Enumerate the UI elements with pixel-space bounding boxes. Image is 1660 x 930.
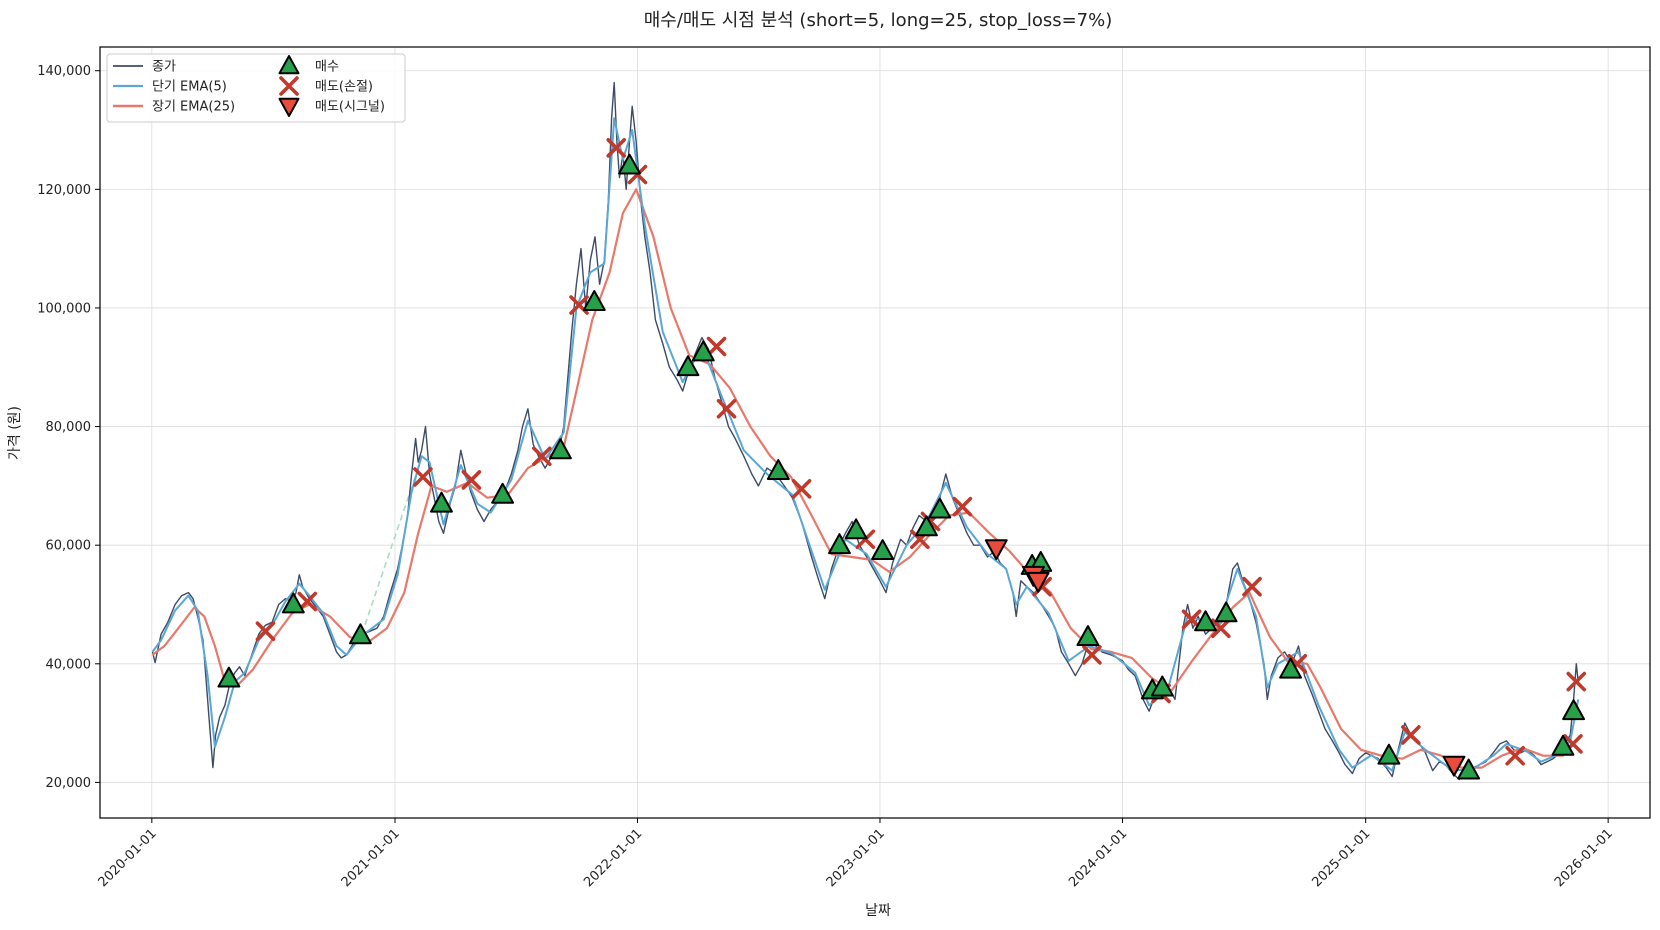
buy-marker bbox=[766, 459, 790, 480]
sell-signal-marker bbox=[1442, 755, 1466, 777]
y-tick-label: 20,000 bbox=[46, 776, 92, 791]
legend-label: 매수 bbox=[315, 60, 339, 75]
buy-marker bbox=[1076, 625, 1100, 647]
series-lines bbox=[151, 81, 1580, 781]
y-tick-label: 100,000 bbox=[37, 301, 91, 316]
sell-stoploss-marker bbox=[706, 336, 727, 357]
plot-frame bbox=[99, 46, 1651, 819]
legend-buy-icon bbox=[278, 55, 300, 75]
legend-label: 장기 EMA(25) bbox=[152, 100, 235, 115]
sell-stoploss-marker bbox=[1181, 609, 1202, 630]
y-tick-label: 80,000 bbox=[46, 420, 92, 435]
buy-marker bbox=[348, 623, 372, 645]
sell-signal-marker bbox=[1026, 571, 1050, 593]
sell-stoploss-marker bbox=[532, 446, 552, 467]
y-tick-label: 40,000 bbox=[46, 657, 92, 672]
buy-marker bbox=[430, 491, 453, 513]
close-price-line bbox=[151, 81, 1579, 781]
sell-stoploss-marker bbox=[1566, 671, 1587, 692]
legend-label: 매도(손절) bbox=[315, 80, 373, 95]
buy-marker bbox=[676, 355, 700, 377]
legend-label: 종가 bbox=[152, 60, 176, 75]
sell-stoploss-marker bbox=[1211, 618, 1231, 639]
sell-stoploss-marker bbox=[791, 479, 812, 499]
buy-marker bbox=[1562, 699, 1586, 721]
sell-stoploss-marker bbox=[606, 138, 627, 158]
buy-marker bbox=[217, 666, 241, 688]
buy-marker bbox=[844, 518, 868, 540]
sell-stoploss-marker bbox=[255, 621, 276, 641]
buy-marker bbox=[1214, 601, 1238, 623]
buy-marker bbox=[548, 438, 572, 460]
buy-marker bbox=[828, 533, 851, 555]
sell-stoploss-marker bbox=[461, 470, 482, 490]
sell-stoploss-marker bbox=[413, 467, 433, 487]
y-axis: 20,000 40,000 60,000 80,000 100,000 120,000 14… bbox=[37, 64, 100, 791]
ema-long-line bbox=[151, 188, 1580, 769]
sell-stoploss-marker bbox=[1401, 725, 1421, 745]
chart-title: 매수/매도 시점 분석 (short=5, long=25, stop_loss… bbox=[644, 10, 1113, 31]
legend-label: 단기 EMA(5) bbox=[152, 80, 227, 95]
buy-marker bbox=[1551, 734, 1575, 756]
trade-markers bbox=[217, 138, 1587, 780]
x-axis-label: 날짜 bbox=[865, 903, 891, 919]
legend-box bbox=[106, 53, 406, 123]
buy-marker bbox=[1377, 743, 1401, 765]
buy-marker bbox=[1457, 758, 1481, 780]
buy-marker bbox=[582, 290, 606, 311]
y-axis-label: 가격 (원) bbox=[7, 406, 23, 460]
y-tick-label: 120,000 bbox=[37, 183, 91, 198]
sell-signal-marker bbox=[984, 539, 1008, 561]
buy-marker bbox=[491, 482, 515, 504]
buy-marker bbox=[915, 515, 938, 537]
sell-stoploss-marker bbox=[1242, 576, 1262, 597]
legend-signal-icon bbox=[278, 97, 300, 117]
buy-marker bbox=[281, 592, 305, 614]
sell-stoploss-marker bbox=[1082, 645, 1102, 665]
ema-short-line bbox=[151, 117, 1580, 772]
sell-stoploss-marker bbox=[716, 398, 737, 419]
buy-marker bbox=[691, 340, 715, 362]
legend-stoploss-icon bbox=[279, 76, 299, 96]
buy-marker bbox=[1194, 610, 1217, 632]
sell-stoploss-marker bbox=[952, 496, 973, 517]
buy-marker bbox=[1279, 657, 1303, 679]
legend-label: 매도(시그널) bbox=[315, 100, 385, 115]
buy-marker bbox=[618, 153, 641, 175]
buy-marker bbox=[1150, 675, 1174, 697]
buy-marker bbox=[928, 497, 952, 519]
sell-stoploss-marker bbox=[1505, 745, 1525, 766]
grid bbox=[100, 47, 1650, 818]
y-tick-label: 60,000 bbox=[46, 539, 92, 554]
buy-marker bbox=[871, 539, 895, 561]
sell-stoploss-marker bbox=[297, 591, 318, 612]
y-tick-label: 140,000 bbox=[37, 64, 91, 79]
